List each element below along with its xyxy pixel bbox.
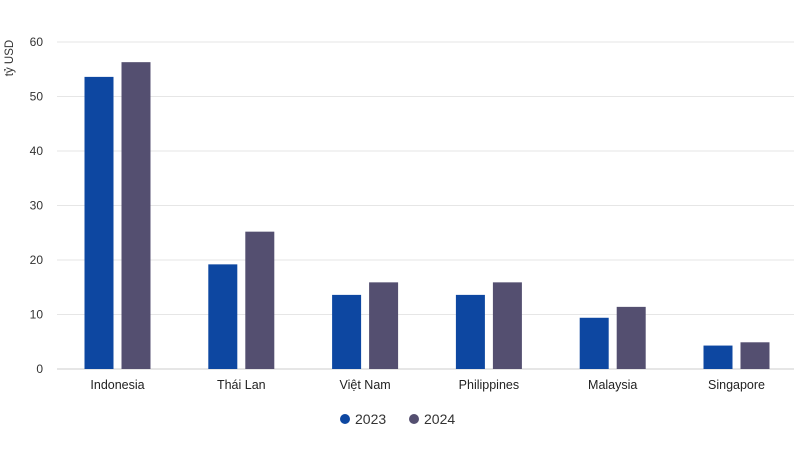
y-tick-label: 0 [36,362,43,376]
bar-2023-thái-lan[interactable] [208,264,238,369]
bar-2023-singapore[interactable] [703,345,733,369]
y-tick-label: 60 [30,35,44,49]
bar-2023-việt-nam[interactable] [332,294,362,369]
y-axis: 0 10 20 30 40 50 60 [30,35,44,376]
y-tick-label: 10 [30,308,44,322]
bars-layer [84,62,770,369]
grid-layer [57,41,794,370]
y-tick-label: 20 [30,253,44,267]
bar-2024-philippines[interactable] [492,282,522,369]
legend-marker [409,414,419,424]
legend-item-2024[interactable]: 2024 [409,411,455,427]
x-axis: Indonesia Thái Lan Việt Nam Philippines Mala… [90,378,765,392]
bar-2024-việt-nam[interactable] [369,282,399,369]
legend-item-2023[interactable]: 2023 [340,411,386,427]
bar-2024-malaysia[interactable] [616,306,646,369]
bar-2023-philippines[interactable] [455,294,485,369]
y-tick-label: 50 [30,90,44,104]
x-tick-label: Việt Nam [340,378,391,392]
bar-2023-malaysia[interactable] [579,317,609,369]
legend-label: 2024 [424,411,455,427]
x-tick-label: Malaysia [588,378,637,392]
legend-marker [340,414,350,424]
y-axis-title: tỷ USD [4,40,16,76]
x-tick-label: Indonesia [90,378,144,392]
x-tick-label: Thái Lan [217,378,266,392]
x-tick-label: Singapore [708,378,765,392]
bar-2024-thái-lan[interactable] [245,231,275,369]
y-tick-label: 40 [30,144,44,158]
bar-2024-indonesia[interactable] [121,62,151,369]
x-tick-label: Philippines [459,378,519,392]
legend: 2023 2024 [340,411,455,427]
bar-2023-indonesia[interactable] [84,76,114,369]
legend-label: 2023 [355,411,386,427]
y-tick-label: 30 [30,199,44,213]
bar-2024-singapore[interactable] [740,342,770,369]
